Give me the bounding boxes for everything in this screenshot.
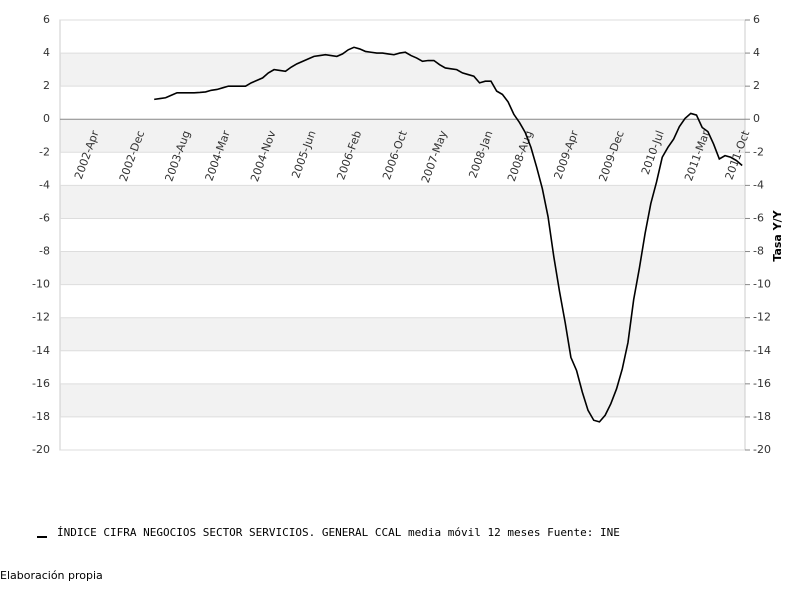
legend-label: ÍNDICE CIFRA NEGOCIOS SECTOR SERVICIOS. … xyxy=(57,526,620,539)
grid-band xyxy=(60,119,745,153)
y2-tick-label: 4 xyxy=(753,46,760,59)
y-tick-label: 4 xyxy=(43,46,50,59)
y2-tick-label: -14 xyxy=(753,344,771,357)
y2-tick-label: -10 xyxy=(753,278,771,291)
y2-tick-label: 0 xyxy=(753,112,760,125)
y2-tick-label: -20 xyxy=(753,443,771,456)
grid-band xyxy=(60,185,745,219)
y2-tick-label: -4 xyxy=(753,178,764,191)
y-tick-label: 2 xyxy=(43,79,50,92)
grid-band xyxy=(60,383,745,417)
bands xyxy=(60,53,745,417)
y-tick-label: 0 xyxy=(43,112,50,125)
y2-tick-label: -16 xyxy=(753,377,771,390)
grid-band xyxy=(60,251,745,285)
y2-tick-label: -12 xyxy=(753,311,771,324)
y-tick-label: -18 xyxy=(32,410,50,423)
y2-tick-label: -6 xyxy=(753,211,764,224)
y-tick-label: -12 xyxy=(32,311,50,324)
y2-tick-label: 2 xyxy=(753,79,760,92)
y2-axis-label: Tasa Y/Y xyxy=(771,209,784,261)
y-tick-label: -6 xyxy=(39,211,50,224)
source-note: Elaboración propia xyxy=(0,569,103,582)
y-tick-label: -8 xyxy=(39,245,50,258)
y-tick-label: -20 xyxy=(32,443,50,456)
y-tick-label: -4 xyxy=(39,178,50,191)
y-tick-label: -10 xyxy=(32,278,50,291)
y-tick-label: -2 xyxy=(39,145,50,158)
y2-tick-label: -2 xyxy=(753,145,764,158)
series-line xyxy=(154,46,743,423)
y-tick-label: -14 xyxy=(32,344,50,357)
y2-tick-label: -18 xyxy=(753,410,771,423)
grid-band xyxy=(60,53,745,87)
y-tick-label: 6 xyxy=(43,13,50,26)
y2-tick-label: 6 xyxy=(753,13,760,26)
y2-tick-label: -8 xyxy=(753,245,764,258)
grid-band xyxy=(60,317,745,351)
y-tick-label: -16 xyxy=(32,377,50,390)
